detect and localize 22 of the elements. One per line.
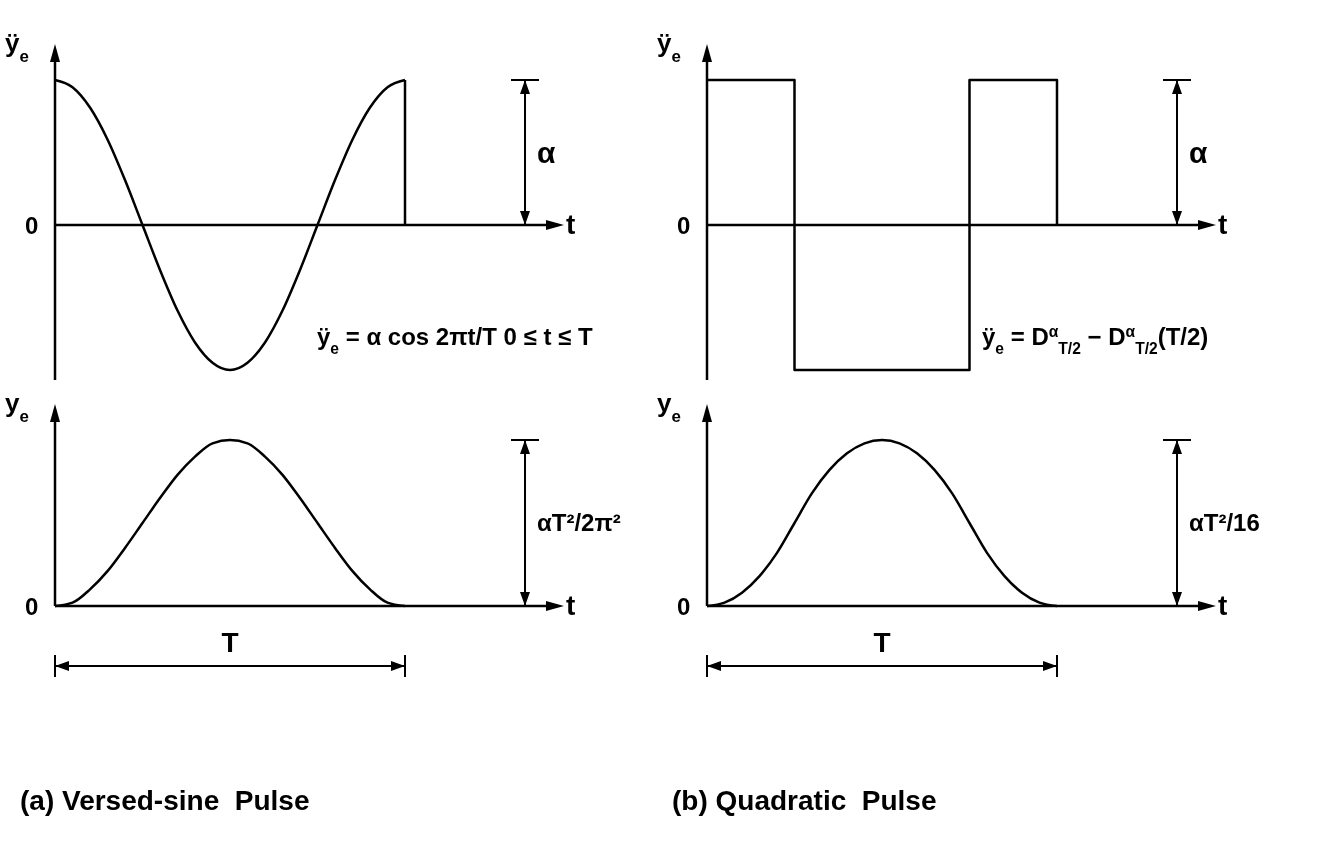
text: 0 (25, 593, 39, 620)
y-axis-title: y$_{e}$ (5, 388, 29, 426)
text: α (537, 135, 556, 169)
text: 0 (25, 212, 39, 239)
x-axis-title: t (1218, 209, 1228, 240)
annotation: 0 (677, 212, 691, 239)
text: αT²/16 (1189, 509, 1260, 536)
text: T (873, 627, 891, 658)
x-axis-title: t (566, 209, 576, 240)
text: α (1189, 135, 1208, 169)
x-axis-title: t (1218, 590, 1228, 621)
text: T (221, 627, 239, 658)
y-axis-title: y$_{e}$ (657, 388, 681, 426)
text: ÿ$_{e}$ = D$^{α}$$_{T/2}$ − D$^{α}$$_{T/2}$(T/2) (982, 322, 1209, 357)
text: (b) Quadratic Pulse (672, 785, 937, 816)
text: (a) Versed-sine Pulse (20, 785, 310, 816)
y-axis-title: ÿ$_{e}$ (657, 28, 681, 66)
text: 0 (677, 593, 691, 620)
annotation: ÿ$_{e}$ = α cos 2πt/T 0 ≤ t ≤ T (317, 323, 593, 357)
x-axis-title: t (566, 590, 576, 621)
y-axis-title: ÿ$_{e}$ (5, 28, 29, 66)
text: αT²/2π² (537, 509, 621, 536)
